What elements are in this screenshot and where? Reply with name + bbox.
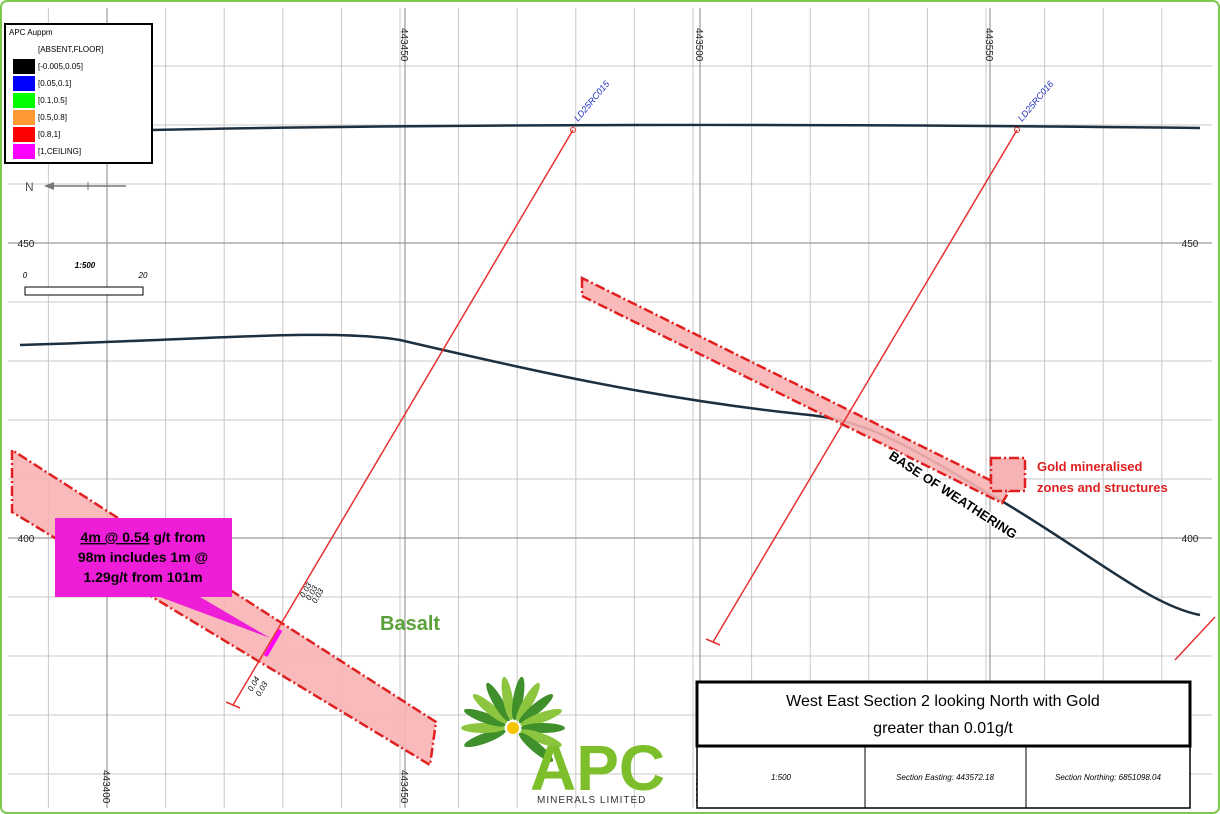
collar (570, 127, 576, 133)
scale-ratio: 1:500 (75, 261, 96, 270)
topography (149, 123, 1201, 132)
legend-label: [-0.005,0.05] (38, 62, 83, 71)
callout-line: g/t from (153, 529, 205, 545)
legend-title: APC Auppm (9, 28, 53, 37)
logo-leaf (520, 708, 562, 727)
zone-legend-swatch (989, 456, 1027, 493)
legend-swatch (13, 76, 35, 91)
hole-end (705, 638, 721, 646)
logo-leaf (520, 729, 562, 748)
legend-label: [ABSENT,FLOOR] (38, 45, 103, 54)
zone-legend-text: zones and structures (1037, 480, 1168, 495)
logo-leaves (461, 676, 565, 762)
zone-legend-text: Gold mineralised (1037, 459, 1143, 474)
logo-leaf (516, 682, 540, 722)
legend-swatch (13, 110, 35, 125)
scale-bar (24, 286, 144, 296)
rl-label: 450 (1182, 239, 1199, 250)
north-arrow-head (44, 182, 54, 190)
callout-text: 1.29g/t from 101m (83, 569, 202, 585)
scale-end: 20 (138, 271, 148, 280)
title-easting: Section Easting: 443572.18 (896, 773, 994, 782)
mineralised-zone (580, 275, 1012, 505)
weathering-boundary (19, 333, 1201, 617)
logo-leaf (501, 676, 515, 721)
rl-label: 400 (1182, 534, 1199, 545)
logo-leaf (464, 729, 506, 748)
logo-leaf (464, 708, 506, 727)
rl-label: 400 (18, 534, 35, 545)
logo-leaf (518, 732, 554, 762)
legend-label: [0.5,0.8] (38, 113, 67, 122)
title-block-header (695, 680, 1192, 748)
logo-subtitle: MINERALS LIMITED (537, 795, 646, 806)
logo-leaf (511, 676, 525, 721)
logo-name: APC (530, 732, 665, 804)
legend-swatch (13, 59, 35, 74)
logo: APC MINERALS LIMITED (461, 676, 665, 806)
drill-hole-trace (232, 129, 574, 706)
title-line: greater than 0.01g/t (873, 720, 1013, 737)
legend-label: [0.1,0.5] (38, 96, 67, 105)
legend-label: [1,CEILING] (38, 147, 81, 156)
legend-swatch (13, 127, 35, 142)
callout-highlight: 4m @ 0.54 (81, 529, 150, 545)
logo-leaf (486, 682, 510, 722)
easting-label: 443550 (983, 28, 994, 62)
legend: APC Auppm [ABSENT,FLOOR] [-0.005,0.05] [0.… (4, 23, 153, 164)
easting-label: 443500 (693, 28, 704, 62)
north-label: N (25, 180, 34, 194)
legend-label: [0.8,1] (38, 130, 60, 139)
easting-label: 443400 (100, 770, 111, 804)
title-scale: 1:500 (771, 773, 792, 782)
title-northing: Section Northing: 6851098.04 (1055, 773, 1161, 782)
rl-label: 450 (18, 239, 35, 250)
title-line: West East Section 2 looking North with G… (786, 693, 1100, 710)
easting-label: 443450 (398, 770, 409, 804)
collar (1014, 127, 1020, 133)
callout-text: 4m @ 0.54 g/t from (81, 529, 206, 545)
legend-swatch (13, 93, 35, 108)
logo-leaf (518, 694, 554, 724)
assay-interval (263, 629, 283, 657)
drill-hole-trace (1174, 616, 1216, 661)
rock-label: Basalt (380, 613, 440, 635)
drill-hole-trace (712, 129, 1018, 643)
hole-end (225, 701, 241, 709)
callout-text: 98m includes 1m @ (78, 549, 208, 565)
legend-label: [0.05,0.1] (38, 79, 71, 88)
scale-start: 0 (23, 271, 28, 280)
logo-leaf (472, 694, 508, 724)
easting-label: 443450 (398, 28, 409, 62)
logo-sun (507, 722, 519, 734)
legend-swatch (13, 42, 35, 57)
legend-swatch (13, 144, 35, 159)
callout-box (55, 518, 270, 638)
